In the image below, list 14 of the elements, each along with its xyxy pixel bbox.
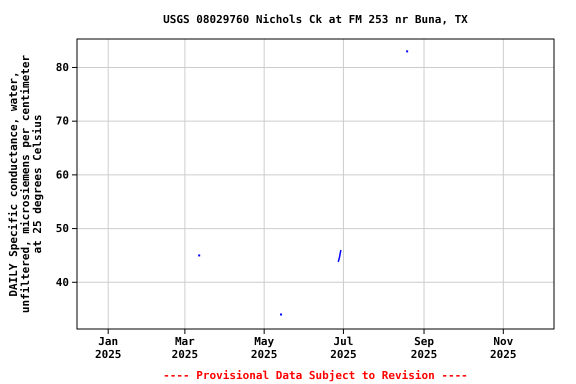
x-tick-label: Sep 2025 — [410, 335, 438, 361]
x-tick-label: May 2025 — [250, 335, 278, 361]
x-tick-label: Jan 2025 — [94, 335, 122, 361]
y-tick-label: 60 — [56, 168, 69, 182]
y-tick-label: 40 — [56, 276, 69, 289]
x-tick-label: Jul 2025 — [330, 335, 357, 361]
x-tick-label: Mar 2025 — [172, 335, 198, 361]
y-axis-title: DAILY Specific conductance, water, unfiltered, microsiemens per centimeter at 25 degrees Celsius — [7, 54, 44, 314]
text: ---- Provisional Data Subject to Revision ---- — [163, 369, 468, 382]
y-tick-label: 50 — [56, 222, 69, 236]
chart-title: USGS 08029760 Nichols Ck at FM 253 nr Buna, TX — [163, 13, 468, 26]
y-tick-label: 70 — [56, 114, 69, 128]
y-tick-label: 80 — [56, 60, 69, 74]
x-tick-label: Nov 2025 — [490, 335, 517, 361]
